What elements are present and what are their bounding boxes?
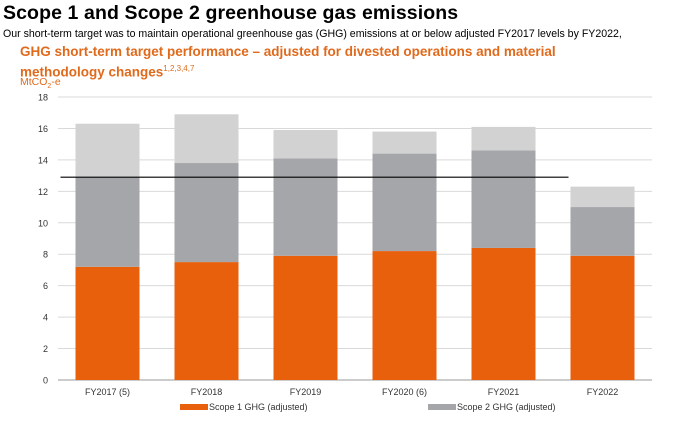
y-tick-label: 0 bbox=[43, 376, 48, 386]
y-tick-label: 18 bbox=[38, 93, 48, 103]
x-tick-label: FY2019 bbox=[290, 387, 322, 397]
x-tick-label: FY2022 bbox=[587, 387, 619, 397]
bar-segment-scope1 bbox=[570, 255, 635, 380]
legend-label-scope1: Scope 1 GHG (adjusted) bbox=[209, 402, 308, 412]
chart-title: GHG short-term target performance – adju… bbox=[20, 43, 580, 81]
y-tick-label: 16 bbox=[38, 124, 48, 134]
bar-segment-scope2 bbox=[273, 158, 338, 256]
bar-segment-scope2 bbox=[570, 207, 635, 256]
bar-segment-scope1 bbox=[75, 266, 140, 380]
legend-swatch-scope1 bbox=[180, 404, 208, 410]
y-tick-label: 8 bbox=[43, 250, 48, 260]
bar-segment-upper bbox=[372, 131, 437, 154]
bar-segment-scope2 bbox=[174, 163, 239, 263]
bar-segment-scope2 bbox=[372, 153, 437, 252]
y-tick-label: 2 bbox=[43, 344, 48, 354]
bar-segment-upper bbox=[273, 130, 338, 159]
x-tick-label: FY2018 bbox=[191, 387, 223, 397]
x-tick-label: FY2020 (6) bbox=[382, 387, 427, 397]
page-subtitle: Our short-term target was to maintain op… bbox=[3, 28, 622, 40]
legend-label-scope2: Scope 2 GHG (adjusted) bbox=[457, 402, 556, 412]
y-tick-label: 6 bbox=[43, 281, 48, 291]
unit-label-subscript: 2 bbox=[47, 83, 52, 91]
x-tick-label: FY2021 bbox=[488, 387, 520, 397]
bar-segment-scope1 bbox=[471, 247, 536, 380]
bar-segment-upper bbox=[570, 186, 635, 208]
x-tick-label: FY2017 (5) bbox=[85, 387, 130, 397]
y-tick-label: 10 bbox=[38, 218, 48, 228]
bar-segment-scope1 bbox=[174, 262, 239, 380]
bar-segment-scope2 bbox=[471, 150, 536, 248]
chart-title-text: GHG short-term target performance – adju… bbox=[20, 44, 556, 80]
y-axis-unit-label: MtCO2-e bbox=[20, 76, 61, 90]
y-tick-label: 4 bbox=[43, 313, 48, 323]
bar-segment-upper bbox=[75, 123, 140, 178]
chart-title-footnotes: 1,2,3,4,7 bbox=[163, 64, 195, 73]
legend-swatch-scope2 bbox=[428, 404, 456, 410]
bar-segment-upper bbox=[471, 126, 536, 151]
bar-segment-upper bbox=[174, 114, 239, 164]
unit-label-suffix: -e bbox=[51, 76, 61, 88]
y-tick-label: 14 bbox=[38, 155, 48, 165]
bar-segment-scope1 bbox=[372, 251, 437, 380]
y-tick-label: 12 bbox=[38, 187, 48, 197]
unit-label-main: MtCO bbox=[20, 76, 48, 88]
page-title: Scope 1 and Scope 2 greenhouse gas emiss… bbox=[3, 2, 459, 24]
bar-segment-scope2 bbox=[75, 177, 140, 267]
bar-segment-scope1 bbox=[273, 255, 338, 380]
